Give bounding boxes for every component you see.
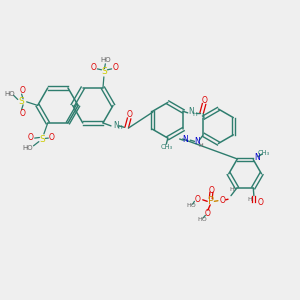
Text: H: H (118, 125, 122, 130)
Text: N: N (195, 137, 200, 146)
Text: O: O (194, 195, 200, 204)
Text: N: N (188, 107, 194, 116)
Text: O: O (205, 209, 211, 218)
Text: H: H (247, 197, 252, 202)
Text: O: O (219, 196, 225, 205)
Text: H: H (198, 143, 203, 148)
Text: N: N (254, 153, 260, 162)
Text: N: N (183, 135, 188, 144)
Text: O: O (20, 109, 26, 118)
Text: O: O (208, 185, 214, 194)
Text: P: P (208, 196, 214, 206)
Text: CH₃: CH₃ (258, 150, 270, 156)
Text: O: O (113, 64, 119, 73)
Text: HO: HO (198, 217, 207, 222)
Text: CH₃: CH₃ (160, 144, 172, 150)
Text: S: S (18, 97, 24, 106)
Text: HO: HO (4, 91, 15, 97)
Text: O: O (20, 86, 26, 95)
Text: HO: HO (22, 145, 33, 151)
Text: O: O (28, 133, 34, 142)
Text: H: H (193, 112, 197, 117)
Text: HO: HO (100, 57, 111, 63)
Text: S: S (40, 135, 45, 144)
Text: O: O (202, 96, 208, 105)
Text: H: H (230, 187, 235, 192)
Text: O: O (127, 110, 133, 119)
Text: O: O (90, 64, 96, 73)
Text: O: O (257, 198, 263, 207)
Text: N: N (113, 121, 118, 130)
Text: O: O (48, 133, 54, 142)
Text: HO: HO (187, 203, 196, 208)
Text: S: S (102, 67, 107, 76)
